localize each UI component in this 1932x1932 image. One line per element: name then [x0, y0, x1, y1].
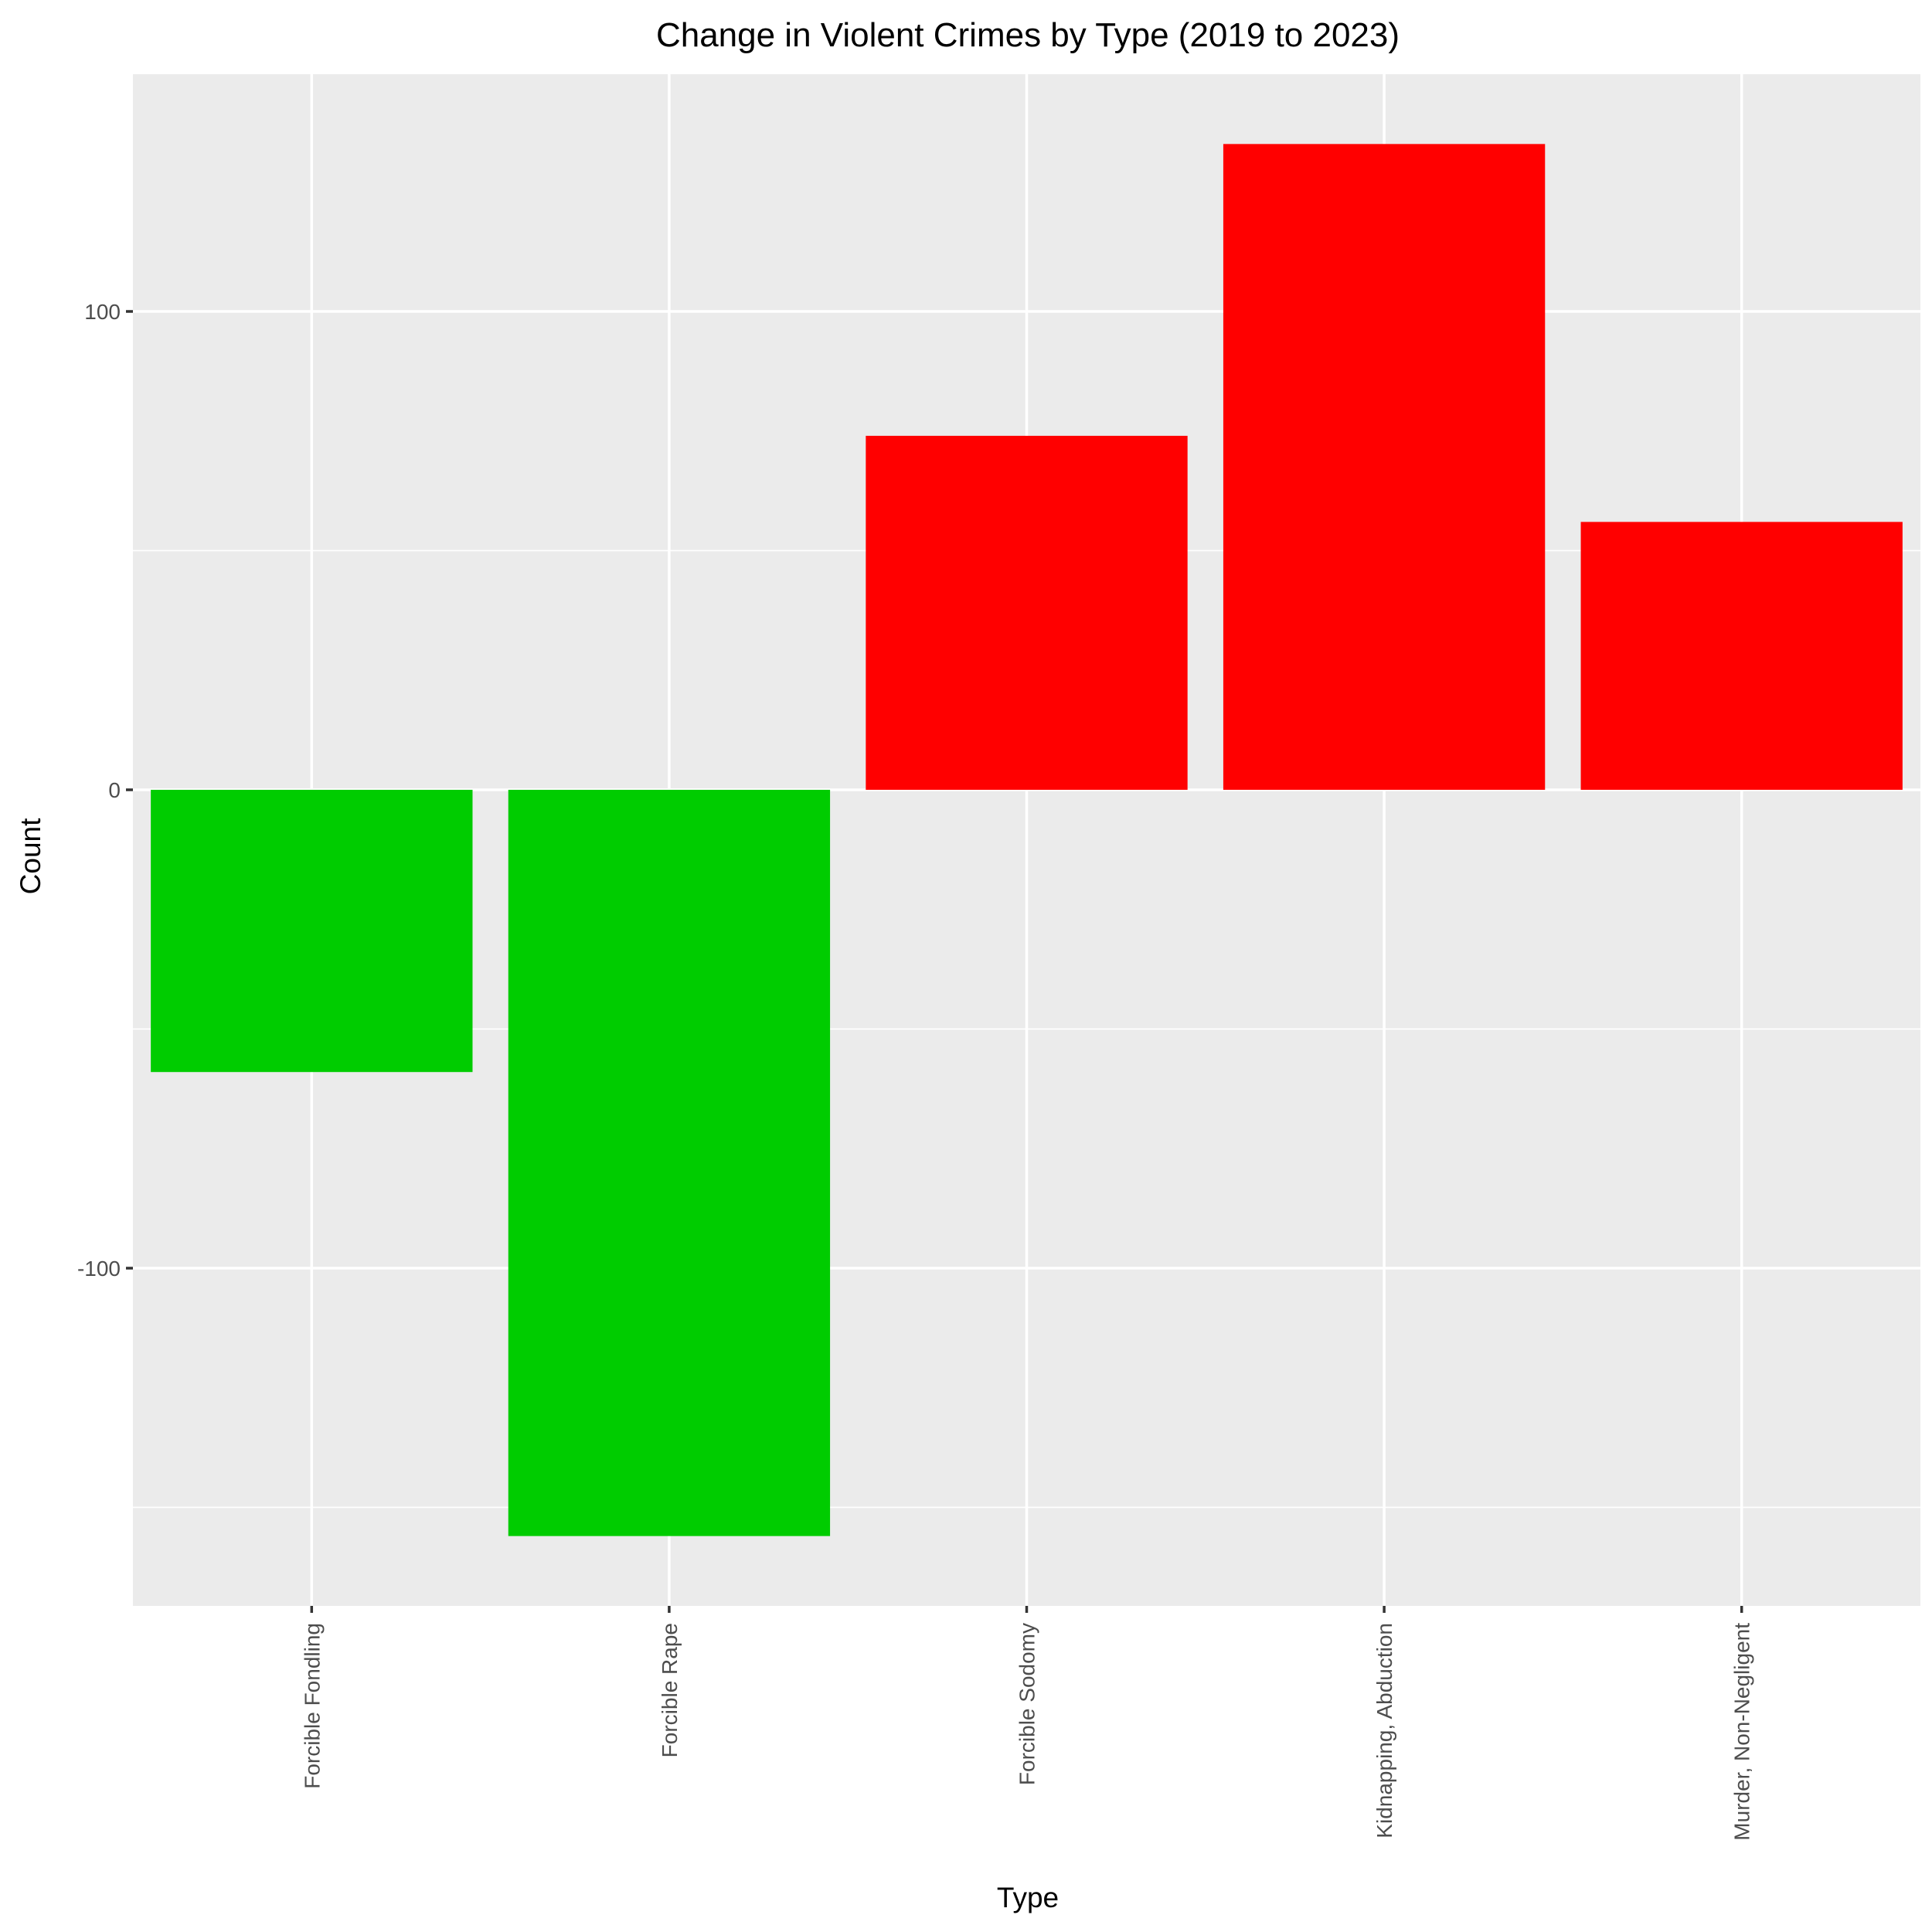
y-tick-label: 100 [84, 300, 121, 324]
x-tick-label: Forcible Sodomy [1015, 1623, 1039, 1785]
bar [1223, 144, 1546, 791]
x-tick-label: Forcible Fondling [300, 1623, 324, 1789]
bar [1580, 522, 1903, 790]
chart-title: Change in Violent Crimes by Type (2019 t… [656, 16, 1400, 54]
y-tick-label: -100 [77, 1257, 121, 1281]
bar [866, 435, 1188, 790]
y-axis: -100 0 100 [77, 300, 133, 1281]
x-axis-title: Type [997, 1882, 1059, 1913]
x-tick-label: Kidnapping, Abduction [1372, 1623, 1396, 1838]
bars [151, 144, 1903, 1536]
x-axis: Forcible Fondling Forcible Rape Forcible S… [300, 1606, 1754, 1841]
bar [508, 790, 831, 1536]
y-axis-title: Count [15, 818, 46, 894]
x-tick-label: Forcible Rape [658, 1623, 682, 1757]
bar [151, 790, 473, 1073]
x-tick-label: Murder, Non-Negligent [1730, 1623, 1754, 1841]
y-tick-label: 0 [108, 778, 121, 802]
